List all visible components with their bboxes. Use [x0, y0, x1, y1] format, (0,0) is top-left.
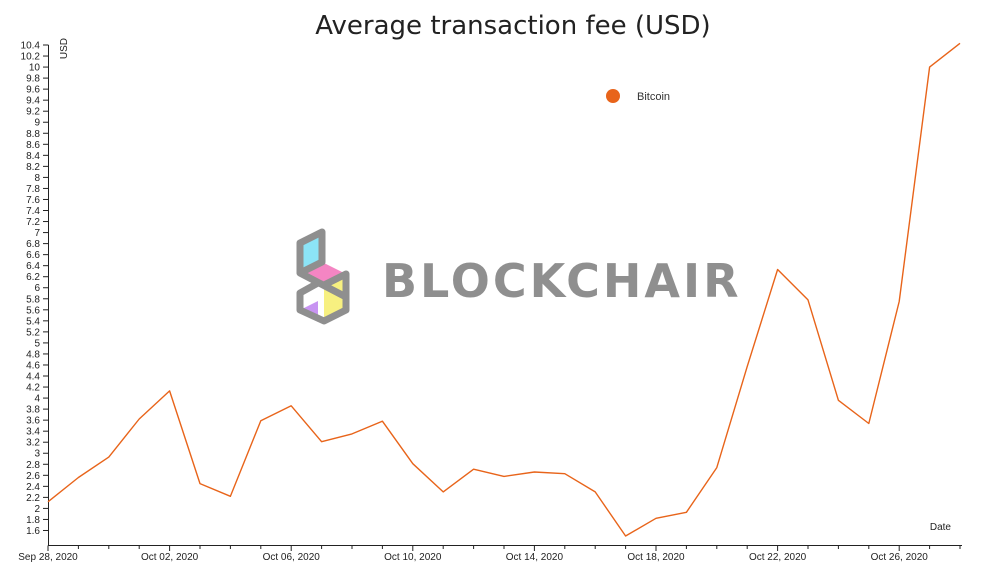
y-tick-label: 10 [29, 63, 41, 74]
y-tick-label: 4.6 [26, 360, 40, 371]
y-tick-label: 3.8 [26, 405, 40, 416]
x-tick-label: Oct 10, 2020 [384, 552, 442, 563]
x-tick-label: Oct 22, 2020 [749, 552, 807, 563]
y-tick-label: 8.2 [26, 162, 40, 173]
y-tick-label: 7.2 [26, 217, 40, 228]
y-axis-ticks: 1.61.822.22.42.62.833.23.43.63.844.24.44… [21, 41, 49, 537]
y-tick-label: 9.2 [26, 107, 40, 118]
x-tick-label: Oct 06, 2020 [263, 552, 321, 563]
x-tick-label: Oct 18, 2020 [627, 552, 685, 563]
x-axis-ticks: Sep 28, 2020 Oct 02, 2020 Oct 06, 2020 Oct … [18, 545, 961, 563]
y-tick-label: 2.4 [26, 482, 40, 493]
y-tick-label: 10.2 [21, 52, 41, 63]
y-tick-label: 8.8 [26, 129, 40, 140]
y-tick-label: 8.4 [26, 151, 40, 162]
y-tick-label: 4.8 [26, 349, 40, 360]
chart-title: Average transaction fee (USD) [315, 11, 710, 41]
legend-label-bitcoin[interactable]: Bitcoin [637, 91, 670, 103]
y-tick-label: 6.2 [26, 272, 40, 283]
y-axis-title: USD [59, 38, 70, 59]
logo-outline [296, 228, 350, 325]
y-tick-label: 4.2 [26, 383, 40, 394]
legend[interactable]: Bitcoin [606, 89, 670, 103]
y-tick-label: 2.6 [26, 471, 40, 482]
y-tick-label: 5.2 [26, 327, 40, 338]
x-tick-label: Sep 28, 2020 [18, 552, 78, 563]
y-tick-label: 5.4 [26, 316, 40, 327]
y-tick-label: 8 [34, 173, 40, 184]
y-tick-label: 3 [34, 449, 40, 460]
y-tick-label: 4.4 [26, 372, 40, 383]
y-tick-label: 2.2 [26, 493, 40, 504]
y-tick-label: 3.2 [26, 438, 40, 449]
blockchair-logo-watermark: BLOCKCHAIR [296, 228, 742, 325]
y-tick-label: 7.6 [26, 195, 40, 206]
series-line-bitcoin [47, 42, 961, 537]
y-tick-label: 1.6 [26, 526, 40, 537]
y-tick-label: 6 [34, 283, 40, 294]
x-tick-label: Oct 14, 2020 [506, 552, 564, 563]
legend-marker-bitcoin [606, 89, 620, 103]
y-tick-label: 7 [34, 228, 40, 239]
y-tick-label: 1.8 [26, 515, 40, 526]
y-tick-label: 2.8 [26, 460, 40, 471]
y-tick-label: 5.6 [26, 305, 40, 316]
y-tick-label: 9.6 [26, 85, 40, 96]
y-tick-label: 3.4 [26, 427, 40, 438]
y-tick-label: 9 [34, 118, 40, 129]
x-axis-title: Date [930, 522, 952, 533]
y-tick-label: 9.8 [26, 74, 40, 85]
y-tick-label: 6.8 [26, 239, 40, 250]
y-tick-label: 9.4 [26, 96, 40, 107]
y-tick-label: 10.4 [21, 41, 41, 52]
watermark-text: BLOCKCHAIR [382, 254, 742, 308]
y-tick-label: 5 [34, 338, 40, 349]
y-tick-label: 6.6 [26, 250, 40, 261]
y-tick-label: 6.4 [26, 261, 40, 272]
y-tick-label: 3.6 [26, 416, 40, 427]
y-tick-label: 4 [34, 394, 40, 405]
y-tick-label: 5.8 [26, 294, 40, 305]
y-tick-label: 2 [34, 504, 40, 515]
y-tick-label: 8.6 [26, 140, 40, 151]
x-tick-label: Oct 26, 2020 [871, 552, 929, 563]
x-tick-label: Oct 02, 2020 [141, 552, 199, 563]
y-tick-label: 7.8 [26, 184, 40, 195]
y-tick-label: 7.4 [26, 206, 40, 217]
